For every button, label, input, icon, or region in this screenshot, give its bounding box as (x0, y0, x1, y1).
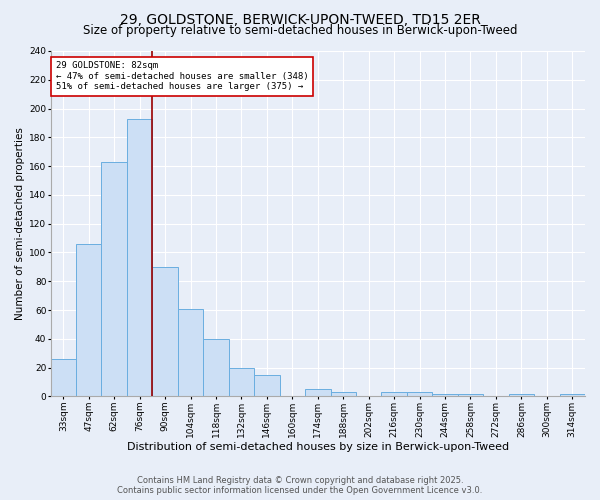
Bar (254, 375, 280, 396)
Bar (382, 392, 407, 396)
X-axis label: Distribution of semi-detached houses by size in Berwick-upon-Tweed: Distribution of semi-detached houses by … (127, 442, 509, 452)
Bar (76, 244, 101, 396)
Bar (407, 392, 433, 396)
Text: 29, GOLDSTONE, BERWICK-UPON-TWEED, TD15 2ER: 29, GOLDSTONE, BERWICK-UPON-TWEED, TD15 … (119, 12, 481, 26)
Y-axis label: Number of semi-detached properties: Number of semi-detached properties (15, 128, 25, 320)
Bar (101, 162, 127, 396)
Text: Contains HM Land Registry data © Crown copyright and database right 2025.
Contai: Contains HM Land Registry data © Crown c… (118, 476, 482, 495)
Bar (50, 359, 76, 397)
Bar (229, 368, 254, 396)
Bar (509, 394, 534, 396)
Bar (203, 339, 229, 396)
Text: 29 GOLDSTONE: 82sqm
← 47% of semi-detached houses are smaller (348)
51% of semi-: 29 GOLDSTONE: 82sqm ← 47% of semi-detach… (56, 62, 308, 91)
Bar (331, 392, 356, 396)
Text: Size of property relative to semi-detached houses in Berwick-upon-Tweed: Size of property relative to semi-detach… (83, 24, 517, 37)
Bar (152, 267, 178, 396)
Bar (560, 394, 585, 396)
Bar (458, 394, 483, 396)
Bar (127, 118, 152, 396)
Bar (178, 308, 203, 396)
Bar (305, 389, 331, 396)
Bar (433, 394, 458, 396)
